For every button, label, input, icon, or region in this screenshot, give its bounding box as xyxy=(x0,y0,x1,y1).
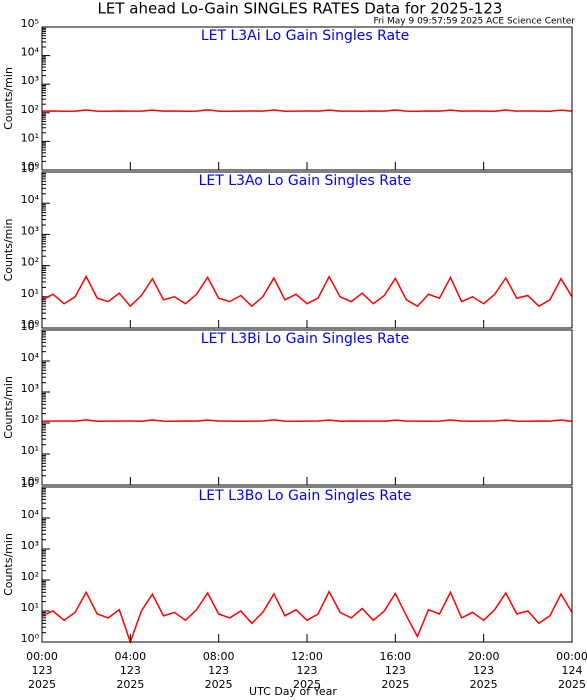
x-tick-day: 123 xyxy=(297,664,318,677)
y-tick-label: 10³ xyxy=(21,539,39,552)
x-axis-label: UTC Day of Year xyxy=(249,685,337,698)
x-tick-day: 123 xyxy=(473,664,494,677)
x-tick-year: 2025 xyxy=(116,678,144,691)
x-tick-label: 20:00 xyxy=(468,650,500,663)
y-axis-label: Counts/min xyxy=(2,67,15,130)
y-tick-label: 10² xyxy=(21,256,39,269)
page-title: LET ahead Lo-Gain SINGLES RATES Data for… xyxy=(98,0,503,18)
x-tick-day: 123 xyxy=(385,664,406,677)
panel-title: LET L3Bo Lo Gain Singles Rate xyxy=(198,488,411,504)
plot-frame xyxy=(41,329,573,486)
y-tick-label: 10⁰ xyxy=(21,160,40,173)
y-tick-label: 10⁰ xyxy=(21,632,40,645)
panel-title: LET L3Bi Lo Gain Singles Rate xyxy=(201,331,409,347)
x-tick-label: 04:00 xyxy=(114,650,146,663)
data-line xyxy=(41,274,573,308)
x-tick-day: 123 xyxy=(32,664,53,677)
y-tick-label: 10¹ xyxy=(21,444,39,457)
x-tick-year: 2025 xyxy=(205,678,233,691)
panel-title: LET L3Ao Lo Gain Singles Rate xyxy=(199,173,412,189)
x-tick-label: 00:00 xyxy=(26,650,58,663)
x-tick-day: 123 xyxy=(208,664,229,677)
plot-frame xyxy=(41,486,573,643)
x-tick-label: 08:00 xyxy=(203,650,235,663)
y-axis-label: Counts/min xyxy=(2,376,15,439)
y-tick-label: 10² xyxy=(21,103,39,116)
y-tick-label: 10⁴ xyxy=(21,351,40,364)
y-tick-label: 10⁴ xyxy=(21,193,40,206)
x-tick-year: 2025 xyxy=(558,678,586,691)
y-tick-label: 10⁵ xyxy=(21,17,39,30)
y-tick-label: 10¹ xyxy=(21,131,39,144)
plot-frame xyxy=(41,26,573,171)
y-tick-label: 10⁰ xyxy=(21,318,40,331)
x-tick-day: 124 xyxy=(562,664,583,677)
y-tick-label: 10² xyxy=(21,413,39,426)
y-tick-label: 10⁵ xyxy=(21,477,39,490)
y-tick-label: 10¹ xyxy=(21,287,39,300)
x-tick-year: 2025 xyxy=(381,678,409,691)
y-tick-label: 10³ xyxy=(21,382,39,395)
x-tick-day: 123 xyxy=(120,664,141,677)
x-tick-label: 00:00 xyxy=(556,650,587,663)
y-tick-label: 10³ xyxy=(21,224,39,237)
timestamp: Fri May 9 09:57:59 2025 ACE Science Cent… xyxy=(373,17,575,27)
y-tick-label: 10⁴ xyxy=(21,46,40,59)
y-tick-label: 10⁴ xyxy=(21,508,40,521)
x-tick-label: 16:00 xyxy=(379,650,411,663)
y-tick-label: 10¹ xyxy=(21,601,39,614)
y-tick-label: 10⁵ xyxy=(21,320,39,333)
x-tick-year: 2025 xyxy=(293,678,321,691)
y-axis-label: Counts/min xyxy=(2,219,15,282)
panel-title: LET L3Ai Lo Gain Singles Rate xyxy=(201,28,409,44)
x-tick-label: 12:00 xyxy=(291,650,323,663)
plot-frame xyxy=(41,171,573,329)
x-tick-year: 2025 xyxy=(28,678,56,691)
y-tick-label: 10⁵ xyxy=(21,162,39,175)
y-axis-label: Counts/min xyxy=(2,533,15,596)
data-line xyxy=(41,109,573,112)
data-line xyxy=(41,419,573,422)
x-tick-year: 2025 xyxy=(470,678,498,691)
y-tick-label: 10⁰ xyxy=(21,475,40,488)
y-tick-label: 10² xyxy=(21,570,39,583)
y-tick-label: 10³ xyxy=(21,74,39,87)
